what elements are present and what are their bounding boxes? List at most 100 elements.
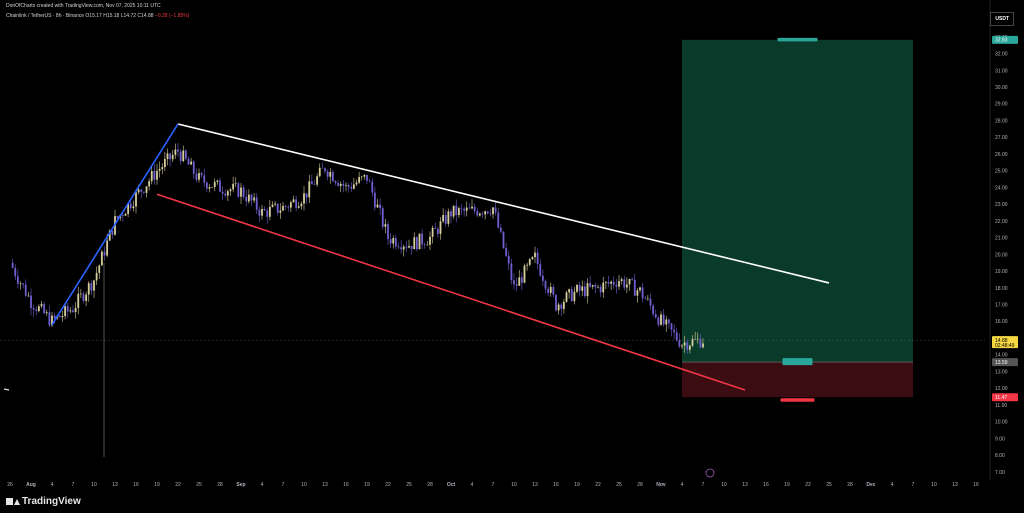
candle-body [463, 208, 466, 211]
candle-body [358, 177, 361, 183]
tradingview-logo[interactable]: TradingView [6, 496, 81, 507]
candle-body [515, 284, 518, 286]
candle-body [423, 244, 426, 246]
candle-body [497, 212, 500, 228]
candle-body [195, 173, 198, 180]
time-tick-label: 10 [931, 482, 937, 488]
time-tick-label: 16 [973, 482, 979, 488]
time-tick-label: 16 [553, 482, 559, 488]
candle-body [652, 305, 655, 315]
candle-body [547, 288, 550, 293]
candle-body [442, 215, 445, 222]
candle-body [408, 246, 410, 248]
candle-body [481, 213, 484, 215]
candle-body [48, 312, 51, 326]
candle-body [578, 284, 581, 291]
candle-body [58, 315, 61, 318]
resistance-trendline [177, 123, 830, 284]
candle-body [607, 281, 610, 284]
left-edge-marker [3, 388, 10, 391]
candle-body [473, 206, 476, 212]
time-tick-label: 13 [112, 482, 118, 488]
candle-body [620, 279, 623, 282]
time-tick-label: 10 [301, 482, 307, 488]
time-tick-label: 19 [154, 482, 160, 488]
time-tick-label: 4 [891, 482, 894, 488]
candle-body [631, 278, 634, 280]
candle-body [289, 202, 292, 208]
time-tick-label: 28 [637, 482, 643, 488]
candle-body [271, 204, 274, 207]
candle-body [284, 205, 287, 207]
candle-body [549, 286, 552, 293]
entry-price-tag-value: 13.59 [995, 360, 1008, 366]
candle-body [421, 233, 424, 245]
time-tick-label: 7 [282, 482, 285, 488]
candle-body [98, 265, 101, 273]
candle-body [552, 286, 555, 295]
symbol-name: Chainlink / TetherUS · 8h · Binance [6, 13, 85, 19]
candle-body [610, 281, 613, 284]
currency-button[interactable]: USDT [990, 12, 1014, 26]
candle-body [22, 283, 25, 285]
candle-body [468, 207, 471, 209]
time-tick-label: 10 [511, 482, 517, 488]
candle-body [321, 167, 324, 169]
price-tick-label: 14.00 [995, 353, 1008, 359]
candle-body [476, 211, 479, 216]
candle-body [19, 283, 22, 285]
candle-body [586, 283, 589, 297]
time-tick-label: 4 [261, 482, 264, 488]
candle-body [318, 167, 321, 177]
candle-body [347, 184, 350, 187]
event-marker-icon[interactable] [705, 468, 715, 478]
time-tick-label: 13 [322, 482, 328, 488]
candle-body [439, 221, 442, 234]
candle-body [657, 317, 660, 325]
price-tick-label: 18.00 [995, 286, 1008, 292]
current-price-tag-sub: 02:48:49 [995, 343, 1015, 349]
candle-body [450, 211, 452, 217]
candle-body [350, 186, 353, 189]
candle-body [53, 315, 56, 319]
candle-body [639, 287, 641, 291]
candle-body [573, 291, 576, 302]
time-tick-label: Oct [447, 482, 456, 488]
time-tick-label: Dec [866, 482, 875, 488]
candle-body [673, 329, 676, 333]
candle-body [61, 316, 64, 318]
candle-body [660, 314, 662, 325]
candle-body [171, 154, 174, 160]
candle-body [192, 161, 195, 174]
time-tick-label: 25 [826, 482, 832, 488]
ohlc-close: C14.88 [137, 13, 154, 19]
candle-body [106, 240, 109, 256]
candle-body [360, 176, 363, 178]
candle-body [602, 282, 605, 293]
price-tick-label: 30.00 [995, 85, 1008, 91]
time-tick-label: 16 [343, 482, 349, 488]
candle-body [555, 294, 557, 311]
candle-body [665, 319, 668, 325]
candle-body [27, 295, 30, 297]
candle-body [213, 181, 216, 187]
candle-body [242, 187, 245, 198]
candle-body [74, 307, 77, 313]
candle-body [232, 183, 235, 190]
candle-body [694, 338, 697, 340]
candle-body [187, 158, 190, 165]
time-tick-label: 7 [72, 482, 75, 488]
current-price-tag-value: 14.88 [995, 338, 1008, 344]
candle-body [179, 151, 182, 162]
price-tick-label: 9.00 [995, 436, 1005, 442]
time-tick-label: 13 [742, 482, 748, 488]
candle-body [79, 293, 82, 295]
candle-body [158, 168, 161, 171]
candle-body [557, 304, 560, 311]
candle-body [499, 227, 502, 232]
time-tick-label: 10 [91, 482, 97, 488]
candle-body [562, 301, 565, 309]
candle-body [376, 204, 379, 208]
candle-body [329, 172, 332, 177]
